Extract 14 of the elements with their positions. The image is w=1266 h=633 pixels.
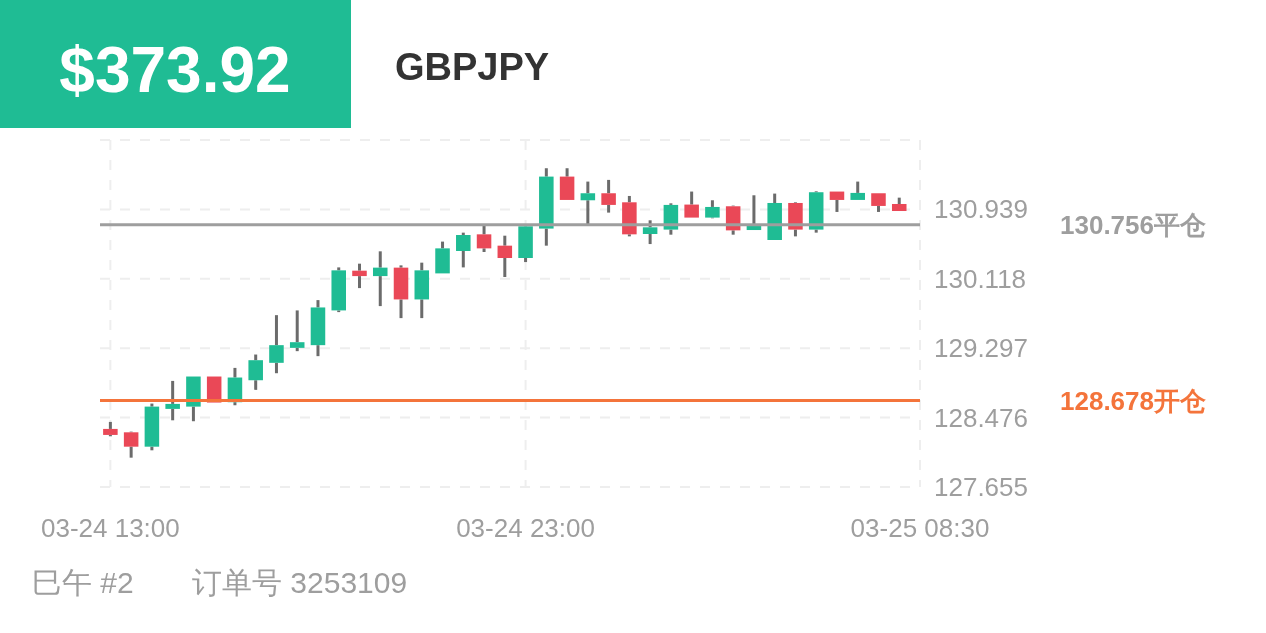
ytick: 130.939: [934, 194, 1028, 225]
ytick: 128.476: [934, 402, 1028, 433]
subtitle: GBPJPY: [395, 46, 550, 88]
ref-label: 128.678开仓: [1060, 385, 1206, 416]
ytick: 129.297: [934, 333, 1028, 364]
xtick: 03-24 13:00: [41, 513, 180, 543]
annotation: 订单号 3253109: [192, 566, 408, 599]
xtick: 03-25 08:30: [850, 513, 990, 543]
title: $373.92: [59, 34, 291, 106]
ytick: 130.118: [934, 263, 1027, 294]
annotation: 巳午 #2: [32, 566, 134, 599]
ytick: 127.655: [934, 472, 1028, 502]
ref-label: 130.756平仓: [1060, 209, 1206, 240]
xtick: 03-24 23:00: [456, 513, 595, 543]
